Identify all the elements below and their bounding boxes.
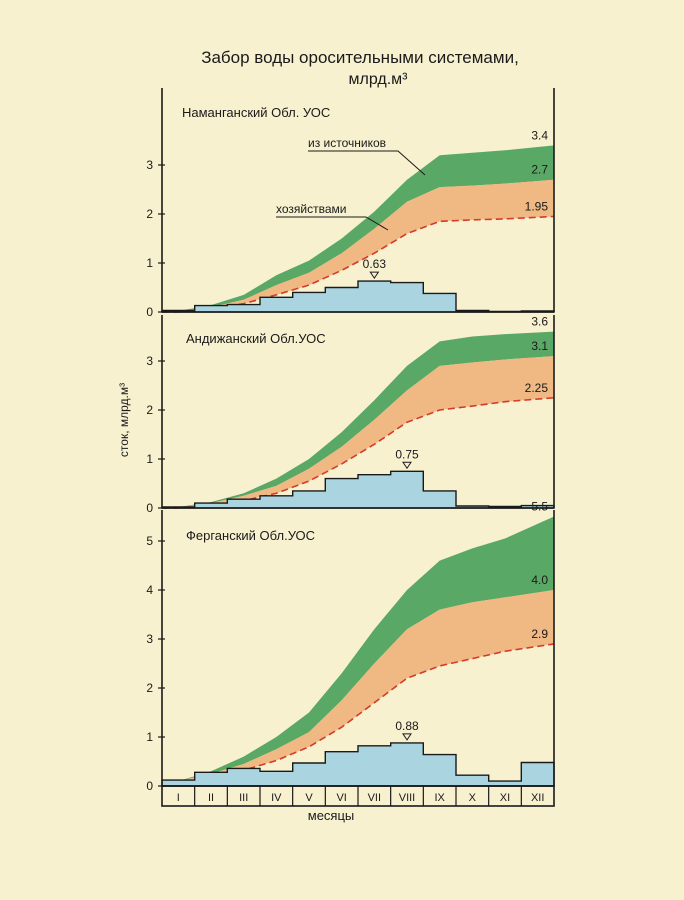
monthly-bar-VII [358,475,391,508]
peak-marker [402,733,412,741]
monthly-bar-VI [325,479,358,508]
monthly-bar-XII [521,762,554,786]
end-label-red: 2.9 [531,627,548,641]
y-tick-label: 0 [146,779,153,793]
end-label-red: 2.25 [525,381,549,395]
monthly-bar-VI [325,288,358,313]
monthly-bar-V [293,292,326,312]
panel-title: Ферганский Обл.УОС [186,528,315,543]
monthly-bar-IV [260,496,293,508]
month-tick-VI: VI [336,792,346,804]
monthly-bar-VIII [391,283,424,312]
y-tick-label: 3 [146,354,153,368]
month-tick-XII: XII [531,792,544,804]
month-tick-V: V [305,792,313,804]
area-farms-band [162,356,554,508]
y-tick-label: 2 [146,681,153,695]
area-total-band [162,331,554,508]
end-label-total: 3.6 [531,315,548,329]
month-tick-XI: XI [500,792,510,804]
x-axis-label: месяцы [308,808,355,823]
month-tick-VIII: VIII [399,792,416,804]
annotation-sources-label: из источников [308,136,386,150]
monthly-bars-step [161,742,555,787]
peak-label: 0.63 [363,257,387,271]
y-tick-label: 0 [146,305,153,319]
monthly-bar-IV [260,771,293,786]
monthly-bar-I [162,780,195,786]
area-farms-band [162,590,554,786]
plots-group: 0.63 0 1 2 3 Наманганский Обл. УОС 3.4 2.7 1.95 и… [146,88,555,807]
y-tick-label: 0 [146,501,153,515]
month-tick-III: III [239,792,248,804]
panel-3: 0.88 0 1 2 3 4 5 Ферганский Обл.УОС 5.5 4.0 2.9 [146,500,555,793]
monthly-bar-III [227,768,260,786]
month-tick-II: II [208,792,214,804]
peak-marker [369,271,380,280]
monthly-bar-III [227,305,260,312]
end-label-farms: 2.7 [531,163,548,177]
figure-title-line1: Забор воды оросительными системами, [201,48,519,67]
monthly-bar-VII [358,746,391,786]
month-tick-VII: VII [368,792,381,804]
monthly-bar-V [293,491,326,508]
area-farms-band [162,179,554,312]
month-tick-X: X [469,792,477,804]
peak-marker [402,461,412,470]
panel-title: Наманганский Обл. УОС [182,105,330,120]
annotation-farms-label: хозяйствами [276,202,346,216]
figure-title-line2: млрд.м³ [349,71,409,88]
panel-2: 0.75 0 1 2 3 Андижанский Обл.УОС 3.6 3.1 2.25 [146,315,555,515]
end-label-total: 3.4 [531,128,548,142]
monthly-bar-II [195,306,228,312]
month-axis: I II III IV V VI VII VIII IX X XI XII [161,785,555,807]
monthly-bar-V [293,763,326,786]
end-label-total: 5.5 [531,500,548,514]
y-tick-label: 5 [146,534,153,548]
y-tick-label: 3 [146,158,153,172]
monthly-bar-IX [423,755,456,786]
y-tick-label: 2 [146,403,153,417]
monthly-bar-VIII [391,471,424,508]
monthly-bars-step [161,470,555,509]
area-total-band [162,145,554,312]
area-total-band [162,516,554,786]
annotation-farms-leader [276,216,389,231]
peak-label: 0.75 [395,447,419,461]
y-tick-label: 1 [146,452,153,466]
monthly-bar-III [227,499,260,508]
monthly-bar-IV [260,297,293,312]
monthly-bar-IX [423,293,456,312]
monthly-bar-X [456,775,489,786]
end-label-red: 1.95 [525,199,549,213]
monthly-bar-VIII [391,743,424,786]
panel-1: 0.63 0 1 2 3 Наманганский Обл. УОС 3.4 2.7 1.95 и… [146,88,555,319]
month-tick-IV: IV [271,792,282,804]
monthly-bar-VI [325,752,358,786]
monthly-bar-II [195,772,228,786]
y-tick-label: 4 [146,583,153,597]
panel-title: Андижанский Обл.УОС [186,331,326,346]
month-tick-I: I [177,792,180,804]
y-axis-label: сток, млрд.м³ [117,383,131,457]
y-tick-label: 3 [146,632,153,646]
monthly-bar-VII [358,281,391,312]
peak-label: 0.88 [395,719,419,733]
y-tick-label: 1 [146,256,153,270]
monthly-bar-IX [423,491,456,508]
end-label-farms: 3.1 [531,339,548,353]
end-label-farms: 4.0 [531,573,548,587]
annotation-sources-leader [308,150,426,176]
y-tick-label: 2 [146,207,153,221]
y-tick-label: 1 [146,730,153,744]
month-tick-IX: IX [434,792,445,804]
